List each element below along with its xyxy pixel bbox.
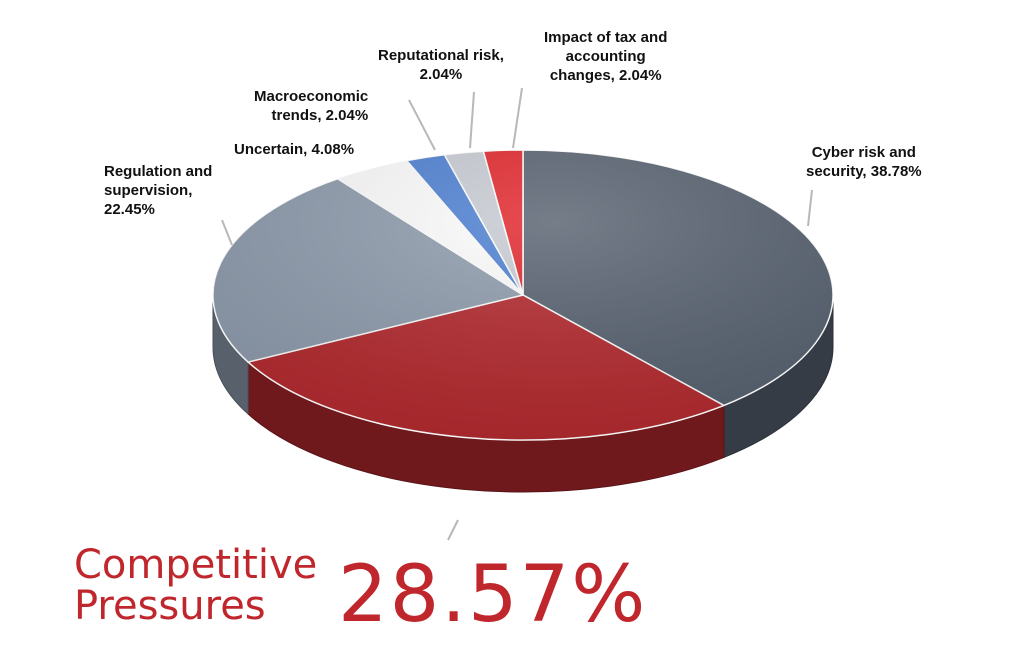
leader-cyber-risk	[807, 189, 813, 227]
leader-regulation	[221, 219, 233, 246]
competitive-pressures-label: Competitive Pressures	[74, 542, 318, 629]
slice-label-macroeconomic: Macroeconomic trends, 2.04%	[254, 88, 369, 124]
slice-label-regulation: Regulation and supervision, 22.45%	[104, 163, 213, 218]
slice-label-cyber-risk: Cyber risk and security, 38.78%	[806, 144, 922, 180]
pie-top-layer	[212, 149, 834, 441]
competitive-pressures-value: 28.57%	[338, 550, 648, 640]
leader-lines	[221, 87, 813, 541]
leader-reputational	[469, 91, 475, 149]
slice-label-uncertain: Uncertain, 4.08%	[234, 141, 355, 158]
pie-sheen	[213, 150, 833, 440]
slice-label-tax-accounting: Impact of tax and accounting changes, 2.…	[544, 29, 668, 84]
leader-tax-accounting	[512, 87, 523, 149]
leader-macroeconomic	[408, 99, 436, 151]
leader-competitive	[447, 519, 459, 541]
slice-label-reputational: Reputational risk, 2.04%	[378, 47, 504, 83]
